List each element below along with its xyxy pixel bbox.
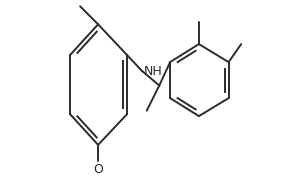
Text: NH: NH [144,65,162,78]
Text: O: O [93,163,103,176]
